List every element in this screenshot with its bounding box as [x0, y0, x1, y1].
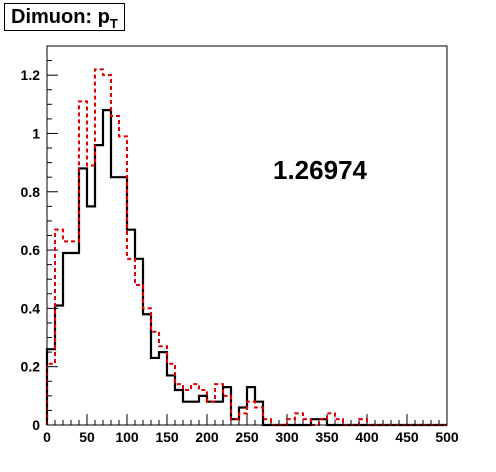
y-tick-label: 0.2 [21, 359, 41, 375]
chart-title-subscript: T [109, 16, 118, 31]
y-tick-label: 0 [32, 417, 40, 433]
chart-annotation: 1.26974 [273, 155, 368, 185]
x-tick-label: 400 [355, 429, 379, 445]
plot-frame [46, 45, 448, 426]
x-tick-label: 500 [435, 429, 459, 445]
histogram-solid-series [45, 109, 447, 427]
x-tick-label: 300 [275, 429, 299, 445]
chart-title: Dimuon: pT [4, 3, 125, 31]
y-tick-label: 1 [32, 125, 40, 141]
x-tick-label: 100 [115, 429, 139, 445]
x-tick-label: 450 [395, 429, 419, 445]
chart-title-text: Dimuon: p [11, 6, 110, 28]
x-tick-label: 200 [195, 429, 219, 445]
x-tick-label: 350 [315, 429, 339, 445]
y-tick-label: 0.8 [21, 184, 41, 200]
x-tick-label: 250 [235, 429, 259, 445]
x-tick-label: 50 [79, 429, 95, 445]
histogram-dashed-series [46, 68, 447, 426]
y-tick-label: 0.4 [21, 300, 41, 316]
y-tick-label: 1.2 [21, 67, 41, 83]
x-tick-label: 0 [43, 429, 51, 445]
x-tick-label: 150 [155, 429, 179, 445]
y-tick-label: 0.6 [21, 242, 41, 258]
